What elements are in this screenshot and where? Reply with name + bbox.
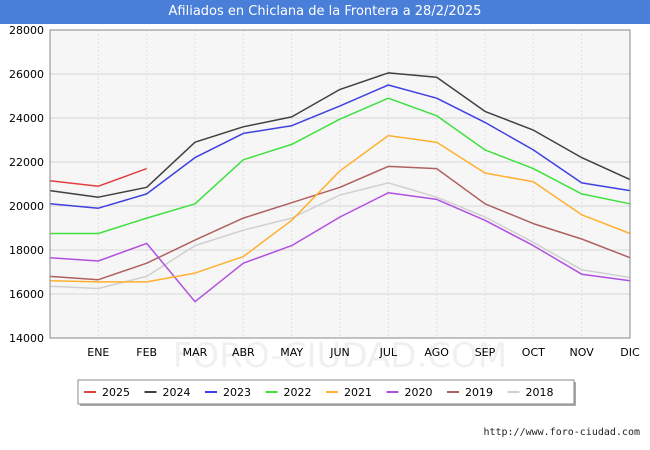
x-tick-label: SEP [475, 346, 496, 359]
y-tick-label: 24000 [9, 112, 44, 125]
y-tick-label: 14000 [9, 332, 44, 345]
y-tick-label: 28000 [9, 24, 44, 37]
legend-label-2025: 2025 [102, 386, 130, 399]
footer-url[interactable]: http://www.foro-ciudad.com [483, 427, 640, 438]
watermark-text: FORO-CIUDAD.COM [173, 336, 507, 376]
y-tick-label: 20000 [9, 200, 44, 213]
y-tick-label: 18000 [9, 244, 44, 257]
x-tick-label: ENE [87, 346, 109, 359]
y-tick-label: 16000 [9, 288, 44, 301]
series-line-2019 [49, 165, 631, 281]
x-tick-label: ABR [232, 346, 255, 359]
x-tick-label: OCT [522, 346, 545, 359]
legend-label-2020: 2020 [405, 386, 433, 399]
series-line-2023 [49, 84, 631, 209]
legend-label-2018: 2018 [526, 386, 554, 399]
legend-label-2022: 2022 [284, 386, 312, 399]
series-line-2024 [49, 72, 631, 198]
series-line-2018 [49, 182, 631, 290]
legend-label-2019: 2019 [465, 386, 493, 399]
legend-label-2023: 2023 [223, 386, 251, 399]
series-line-2021 [49, 134, 631, 283]
title-bar: Afiliados en Chiclana de la Frontera a 2… [0, 0, 650, 24]
x-tick-label: MAY [280, 346, 303, 359]
x-tick-label: FEB [136, 346, 157, 359]
chart-title: Afiliados en Chiclana de la Frontera a 2… [168, 4, 482, 19]
series-line-2020 [49, 192, 631, 303]
x-tick-label: JUN [329, 346, 350, 359]
legend-label-2024: 2024 [163, 386, 191, 399]
y-tick-label: 22000 [9, 156, 44, 169]
y-tick-label: 26000 [9, 68, 44, 81]
x-tick-label: MAR [183, 346, 208, 359]
x-tick-label: JUL [379, 346, 398, 359]
plot-border [49, 29, 631, 339]
x-tick-label: AGO [424, 346, 449, 359]
legend: 2025 2024 2023 2022 2021 2020 2019 2018 [77, 379, 576, 406]
legend-label-2021: 2021 [344, 386, 372, 399]
x-tick-label: NOV [570, 346, 595, 359]
series-line-2022 [50, 97, 631, 235]
x-tick-label: DIC [620, 346, 640, 359]
series-line-2025 [49, 167, 147, 187]
